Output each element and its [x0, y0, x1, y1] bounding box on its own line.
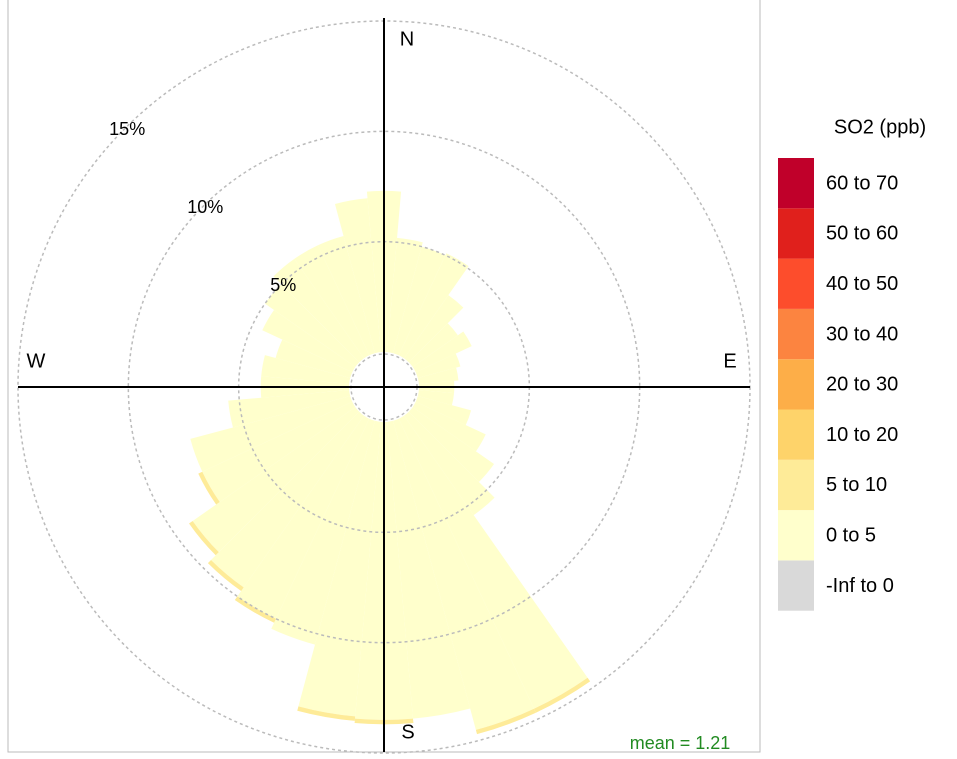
r-tick-label: 5%	[270, 275, 296, 295]
r-tick-label: 15%	[109, 119, 145, 139]
wedge	[408, 323, 458, 367]
legend-swatch	[778, 459, 814, 511]
wedge	[273, 258, 364, 363]
legend-swatch	[778, 208, 814, 259]
wedge	[393, 246, 446, 356]
wedge	[404, 411, 495, 516]
compass-w: W	[27, 350, 46, 372]
legend-label: 0 to 5	[826, 525, 876, 547]
legend-swatch	[778, 359, 814, 410]
wedge	[334, 198, 381, 354]
wedge	[387, 420, 471, 719]
wedge	[393, 418, 535, 730]
legend-label: 20 to 30	[826, 374, 898, 396]
wedges	[189, 190, 591, 735]
wedge	[207, 559, 244, 592]
wedge	[211, 411, 364, 588]
wedge	[192, 407, 360, 553]
legend-label: 60 to 70	[826, 172, 898, 194]
wedge	[228, 390, 351, 428]
wedge	[189, 520, 219, 556]
wedge	[297, 706, 356, 721]
wedge	[417, 367, 459, 384]
wedge	[190, 396, 353, 472]
wedge	[262, 309, 356, 373]
legend-swatch	[778, 560, 814, 611]
wedge	[234, 596, 276, 623]
wedge	[298, 420, 381, 717]
legend-label: 10 to 20	[826, 424, 898, 446]
wedge	[404, 295, 464, 363]
wedge	[408, 407, 495, 482]
legend-title: SO2 (ppb)	[834, 116, 926, 138]
wedge	[398, 253, 469, 359]
wedge	[202, 401, 356, 503]
wedge	[534, 677, 591, 713]
wedge	[417, 390, 455, 406]
compass-s: S	[401, 721, 414, 743]
mean-annotation: mean = 1.21	[630, 733, 731, 753]
compass-n: N	[400, 28, 414, 50]
r-tick-label: 10%	[187, 197, 223, 217]
legend-swatch	[778, 258, 814, 309]
wedge	[198, 471, 220, 505]
legend-label: -Inf to 0	[826, 575, 894, 597]
wedge	[387, 237, 423, 354]
legend-label: 30 to 40	[826, 323, 898, 345]
legend-label: 40 to 50	[826, 273, 898, 295]
wedge	[412, 401, 486, 452]
legend-swatch	[778, 158, 814, 209]
legend-label: 50 to 60	[826, 223, 898, 245]
legend-swatch	[778, 409, 814, 460]
wedge	[271, 418, 375, 645]
wedge	[275, 339, 353, 378]
wedge	[264, 284, 360, 367]
wedge	[261, 355, 351, 384]
wedge	[317, 235, 375, 356]
wedge	[398, 415, 588, 709]
wedge	[412, 331, 472, 373]
compass-e: E	[723, 350, 736, 372]
wedge	[415, 396, 472, 426]
legend-swatch	[778, 308, 814, 360]
wedge	[237, 415, 370, 619]
wedge	[475, 708, 536, 735]
legend-label: 5 to 10	[826, 474, 887, 496]
wedge	[415, 353, 461, 378]
wedge	[294, 245, 370, 359]
legend-swatch	[778, 510, 814, 561]
